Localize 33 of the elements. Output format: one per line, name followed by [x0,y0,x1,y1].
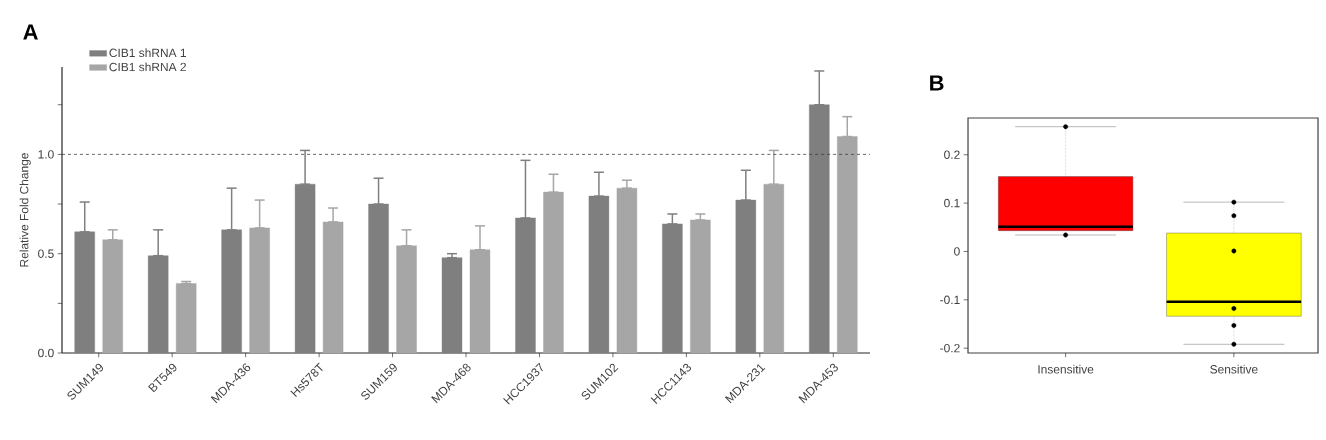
bar [515,217,536,354]
bar [221,229,242,354]
y-tick-label: 0.0 [38,348,54,358]
bar [543,191,564,354]
bar [102,239,123,354]
legend-label: CIB1 shRNA 1 [109,48,186,58]
y-tick-label: 1.0 [38,150,54,159]
chart-title: B [930,75,944,91]
y-tick-label: -0.2 [940,343,960,353]
bar [616,187,638,354]
bar [735,199,757,354]
y-axis-title: Relative Fold Change [19,153,31,267]
legend-label: CIB1 shRNA 2 [109,62,186,72]
bar [322,221,344,354]
y-tick-label: 0.2 [944,150,960,159]
y-tick-label: 0 [954,247,960,256]
bar [74,231,95,354]
bar [249,227,270,354]
y-tick-label: 0.1 [944,198,960,208]
bar [763,183,785,354]
bar [175,283,197,354]
bar [588,195,610,354]
bar [441,257,463,354]
x-tick-label: Sensitive [1210,364,1258,374]
bar [294,183,316,354]
bar [662,223,683,354]
chart-title: A [23,24,38,40]
x-tick-label: Insensitive [1038,364,1094,374]
bar [690,219,711,354]
y-tick-label: -0.1 [940,295,960,305]
bar [368,203,389,354]
y-tick-label: 0.5 [38,249,54,258]
bar [396,245,417,354]
